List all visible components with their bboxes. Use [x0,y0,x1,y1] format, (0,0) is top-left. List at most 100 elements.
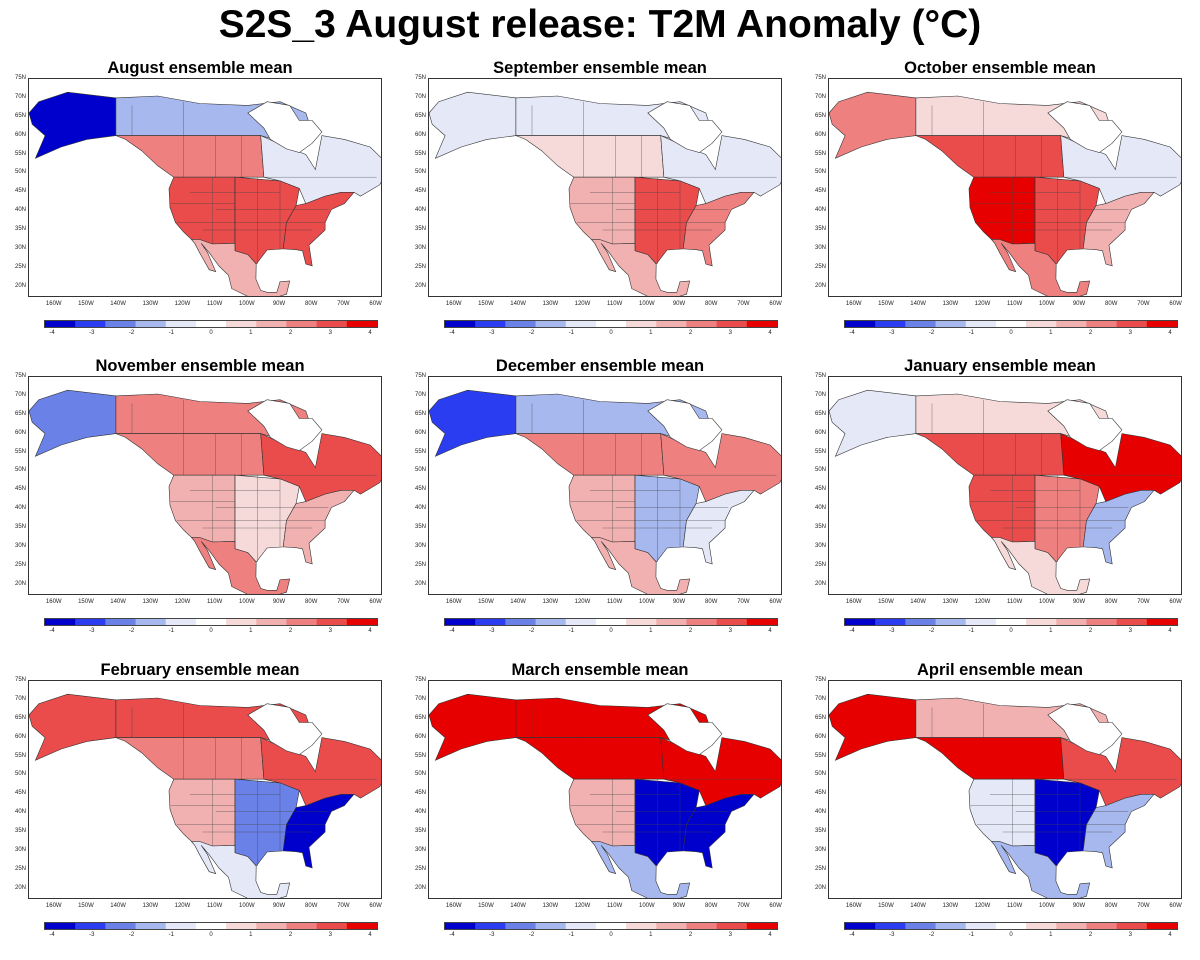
lat-tick-label: 55N [14,150,26,157]
anomaly-map [28,680,382,899]
colorbar-swatch [135,321,167,327]
lat-tick-label: 35N [414,828,426,835]
region-eastern-us [682,490,755,565]
latitude-axis: 75N 70N 65N 60N 55N 50N 45N 40N 35N 30N 25N 20N [4,373,28,595]
lon-tick-label: 130W [142,903,159,909]
lon-tick-label: 130W [942,903,959,909]
lon-tick-label: 110W [207,903,223,909]
lon-tick-label: 120W [974,599,991,605]
lat-tick-label: 50N [414,169,426,176]
colorbar-tick-label: -3 [89,330,95,336]
lat-tick-label: 40N [14,207,26,214]
lat-tick-label: 35N [814,524,826,531]
lon-tick-label: 60W [1169,599,1182,605]
region-mexico [190,239,291,296]
colorbar-tick-label: -2 [128,628,135,634]
lat-tick-label: 20N [414,580,426,587]
colorbar-swatch [1026,619,1057,625]
anomaly-map [828,376,1182,595]
colorbar-ticks: -4 -3 -2 -1 0 1 2 3 4 [44,329,378,337]
region-western-us [168,778,236,847]
colorbar [844,922,1178,930]
region-alaska [29,91,117,159]
colorbar-swatch [535,619,567,625]
colorbar-tick-label: 4 [368,330,372,336]
lat-tick-label: 45N [14,790,26,797]
lat-tick-label: 35N [14,226,26,233]
colorbar-tick-label: 2 [1088,628,1093,634]
lat-tick-label: 50N [14,467,26,474]
hudson-bay [247,703,323,755]
panel-title: March ensemble mean [511,661,689,679]
lon-tick-label: 90W [672,903,686,909]
lat-tick-label: 70N [14,391,26,398]
colorbar-tick-label: -1 [168,330,174,336]
lat-tick-label: 65N [14,410,26,417]
colorbar-tick-label: 3 [328,628,332,634]
longitude-axis: 160W 150W 140W 130W 120W 110W 100W 90W 80W 70W 60W [828,598,1182,608]
lat-tick-label: 25N [14,561,26,568]
colorbar-swatch [535,923,567,929]
lon-tick-label: 160W [845,599,862,605]
lon-tick-label: 70W [737,599,750,605]
anomaly-map [828,78,1182,297]
lat-tick-label: 30N [414,542,426,549]
panel-title: September ensemble mean [493,59,707,77]
colorbar-swatch [656,619,687,625]
lat-tick-label: 35N [814,828,826,835]
colorbar-swatch [716,923,748,929]
lat-tick-label: 50N [414,771,426,778]
lon-tick-label: 120W [574,599,591,605]
colorbar-swatch [1086,923,1118,929]
map-panel: March ensemble mean 75N 70N 65N 60N 55N 50N 45N… [404,660,796,944]
lat-tick-label: 40N [414,207,426,214]
hudson-bay [647,101,723,153]
colorbar-swatch [105,321,137,327]
lat-tick-label: 20N [414,884,426,891]
lat-tick-label: 45N [14,486,26,493]
colorbar-swatch [75,923,106,929]
colorbar-tick-label: -3 [889,932,895,938]
lon-tick-label: 130W [542,903,559,909]
lon-tick-label: 90W [1072,599,1086,605]
colorbar-swatch [565,321,597,327]
main-title: S2S_3 August release: T2M Anomaly (°C) [218,3,982,46]
lon-tick-label: 100W [1038,599,1055,605]
colorbar [444,320,778,328]
lon-tick-label: 120W [174,599,191,605]
colorbar-tick-label: -4 [849,330,855,336]
latitude-axis: 75N 70N 65N 60N 55N 50N 45N 40N 35N 30N 25N 20N [4,677,28,899]
lat-tick-label: 70N [414,93,426,100]
lon-tick-label: 90W [1072,301,1086,307]
colorbar-ticks: -4 -3 -2 -1 0 1 2 3 4 [444,931,778,939]
lat-tick-label: 35N [14,524,26,531]
colorbar-tick-label: -3 [89,932,95,938]
lat-tick-label: 25N [414,561,426,568]
lat-tick-label: 40N [414,809,426,816]
lon-tick-label: 140W [510,599,526,605]
panel-title: April ensemble mean [917,661,1083,679]
lat-tick-label: 55N [414,448,426,455]
lat-tick-label: 65N [814,112,826,119]
colorbar-tick-label: 0 [209,330,213,336]
lat-tick-label: 60N [14,429,26,436]
colorbar-tick-label: 1 [249,628,253,634]
colorbar-tick-label: -3 [889,330,895,336]
colorbar-swatch [905,321,937,327]
colorbar-tick-label: -4 [849,628,855,634]
colorbar [44,320,378,328]
colorbar-tick-label: -3 [489,330,495,336]
panel-title: January ensemble mean [904,357,1096,375]
colorbar-swatch [935,619,967,625]
lat-tick-label: 25N [814,263,826,270]
colorbar-tick-label: 2 [288,330,293,336]
colorbar-tick-label: -1 [968,330,974,336]
lat-tick-label: 75N [14,373,26,379]
lon-tick-label: 130W [942,301,959,307]
colorbar-swatch [595,321,627,327]
lat-tick-label: 40N [814,809,826,816]
colorbar-tick-label: 4 [1168,932,1172,938]
colorbar-swatch [995,619,1027,625]
colorbar-tick-label: 1 [649,330,653,336]
longitude-axis: 160W 150W 140W 130W 120W 110W 100W 90W 80W 70W 60W [28,902,382,912]
